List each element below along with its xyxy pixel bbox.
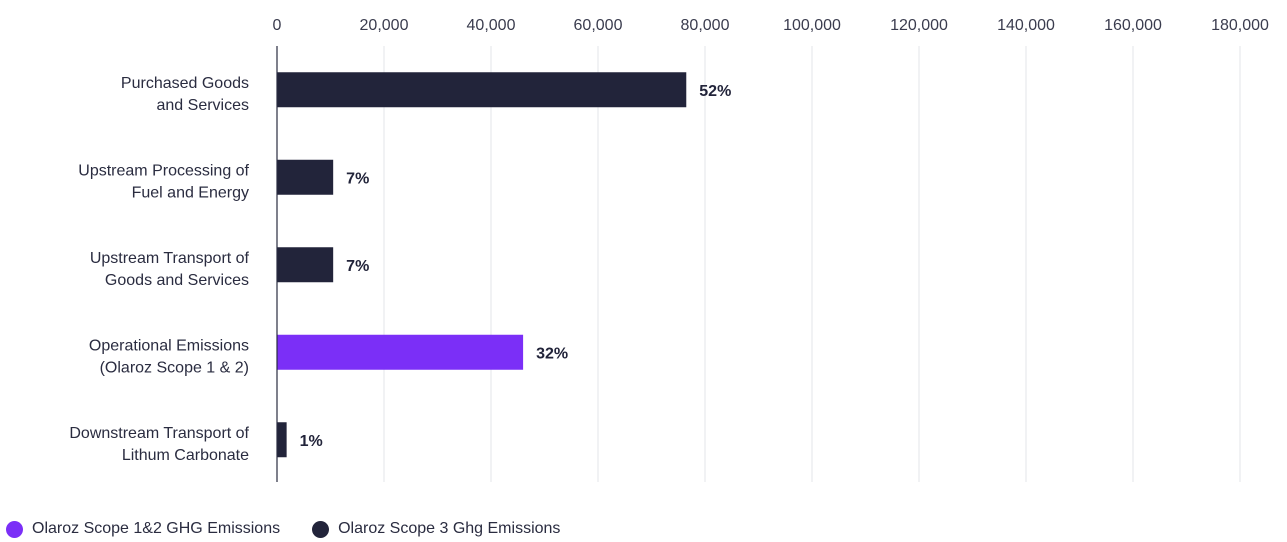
category-label: Operational Emissions (Olaroz Scope 1 & 2…: [89, 337, 249, 376]
gridlines: [383, 46, 1241, 482]
x-tick-label: 80,000: [681, 17, 730, 34]
legend: Olaroz Scope 1&2 GHG Emissions Olaroz Sc…: [6, 520, 592, 538]
category-label: Purchased Goods and Services: [121, 75, 249, 114]
category-labels: Purchased Goods and Services Upstream Proc…: [69, 75, 249, 464]
x-tick-label: 40,000: [467, 17, 516, 34]
x-tick-label: 20,000: [360, 17, 409, 34]
bar: [277, 72, 687, 108]
x-tick-label: 120,000: [890, 17, 948, 34]
x-tick-label: 140,000: [997, 17, 1055, 34]
legend-item-scope12: Olaroz Scope 1&2 GHG Emissions: [6, 520, 280, 538]
bar-chart: 0 20,000 40,000 60,000 80,000 100,000 120,000 1…: [69, 17, 1269, 482]
data-labels: 52% 7% 7% 32% 1%: [300, 83, 732, 450]
x-tick-label: 160,000: [1104, 17, 1162, 34]
x-tick-label: 100,000: [783, 17, 841, 34]
category-label: Downstream Transport of Lithum Carbonate: [69, 425, 249, 464]
data-label: 7%: [346, 258, 369, 275]
legend-label-scope3: Olaroz Scope 3 Ghg Emissions: [338, 520, 561, 537]
bars: [277, 72, 687, 458]
data-label: 52%: [699, 83, 731, 100]
x-tick-label: 60,000: [574, 17, 623, 34]
legend-item-scope3: Olaroz Scope 3 Ghg Emissions: [312, 520, 560, 538]
bar: [277, 159, 334, 195]
x-tick-label: 180,000: [1211, 17, 1269, 34]
x-tick-label: 0: [273, 17, 282, 34]
legend-swatch-scope3: [312, 520, 330, 538]
bar: [277, 334, 524, 370]
bar: [277, 247, 334, 283]
category-label: Upstream Transport of Goods and Services: [90, 250, 250, 289]
legend-swatch-scope12: [6, 520, 23, 538]
data-label: 7%: [346, 170, 369, 187]
data-label: 1%: [300, 433, 323, 450]
x-axis-ticks: 0 20,000 40,000 60,000 80,000 100,000 120,000 1…: [273, 17, 1269, 34]
category-label: Upstream Processing of Fuel and Energy: [78, 162, 249, 201]
bar: [277, 422, 287, 458]
data-label: 32%: [536, 345, 568, 362]
legend-label-scope12: Olaroz Scope 1&2 GHG Emissions: [32, 520, 281, 537]
